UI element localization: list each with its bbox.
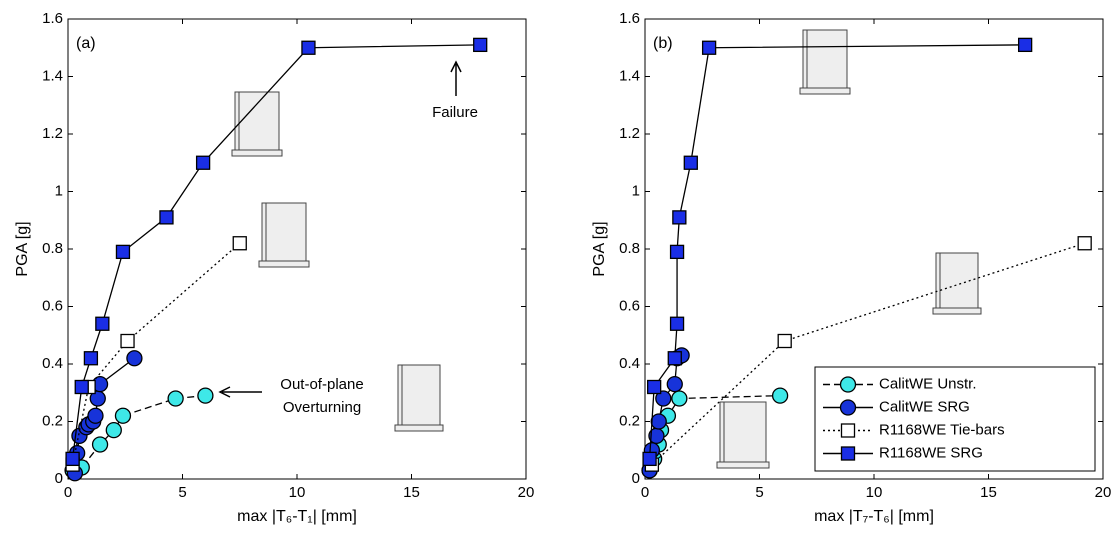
specimen-base bbox=[395, 425, 443, 431]
data-point bbox=[841, 377, 856, 392]
data-point bbox=[842, 424, 855, 437]
y-tick-label: 0.8 bbox=[42, 240, 63, 257]
data-point bbox=[684, 156, 697, 169]
data-point bbox=[93, 437, 108, 452]
x-tick-label: 5 bbox=[178, 484, 186, 501]
data-point bbox=[197, 156, 210, 169]
y-tick-label: 0.6 bbox=[42, 297, 63, 314]
data-point bbox=[302, 41, 315, 54]
y-tick-label: 1.4 bbox=[42, 67, 63, 84]
data-point bbox=[648, 381, 661, 394]
data-point bbox=[75, 381, 88, 394]
legend-label: CalitWE SRG bbox=[879, 398, 970, 415]
specimen-base bbox=[232, 150, 282, 156]
annotation: Failure bbox=[432, 104, 478, 121]
specimen-base bbox=[800, 88, 850, 94]
data-point bbox=[474, 38, 487, 51]
data-point bbox=[121, 335, 134, 348]
data-point bbox=[96, 317, 109, 330]
data-point bbox=[106, 423, 121, 438]
data-point bbox=[667, 377, 682, 392]
data-point bbox=[703, 41, 716, 54]
legend-label: R1168WE Tie-bars bbox=[879, 421, 1005, 438]
data-point bbox=[671, 317, 684, 330]
panel-label: (a) bbox=[76, 35, 96, 52]
y-axis-label: PGA [g] bbox=[14, 221, 31, 276]
annotation-arrow bbox=[451, 62, 461, 96]
data-point bbox=[1078, 237, 1091, 250]
data-point bbox=[233, 237, 246, 250]
data-point bbox=[1019, 38, 1032, 51]
annotation-arrow bbox=[220, 387, 262, 397]
data-point bbox=[198, 388, 213, 403]
y-tick-label: 1.6 bbox=[42, 10, 63, 27]
data-point bbox=[643, 452, 656, 465]
specimen-sketch bbox=[936, 253, 978, 308]
y-tick-label: 1 bbox=[632, 182, 640, 199]
data-point bbox=[773, 388, 788, 403]
specimen-sketch bbox=[398, 365, 440, 425]
figure: 0510152000.20.40.60.811.21.41.6max |T₆-T… bbox=[0, 0, 1117, 536]
y-tick-label: 0.4 bbox=[42, 355, 63, 372]
page: {"chart_data": [ {"type": "scatter", "pa… bbox=[0, 0, 1117, 536]
data-point bbox=[160, 211, 173, 224]
y-tick-label: 0.4 bbox=[619, 355, 640, 372]
data-point bbox=[66, 452, 79, 465]
x-tick-label: 5 bbox=[755, 484, 763, 501]
series-line bbox=[73, 396, 206, 471]
data-point bbox=[88, 408, 103, 423]
data-point bbox=[84, 352, 97, 365]
y-tick-label: 0 bbox=[55, 470, 63, 487]
y-tick-label: 0 bbox=[632, 470, 640, 487]
data-point bbox=[842, 447, 855, 460]
data-point bbox=[778, 335, 791, 348]
data-point bbox=[168, 391, 183, 406]
specimen-base bbox=[717, 462, 769, 468]
data-point bbox=[668, 352, 681, 365]
y-tick-label: 1.6 bbox=[619, 10, 640, 27]
data-point bbox=[651, 414, 666, 429]
data-point bbox=[127, 351, 142, 366]
y-tick-label: 0.8 bbox=[619, 240, 640, 257]
specimen-base bbox=[933, 308, 981, 314]
data-point bbox=[116, 245, 129, 258]
y-tick-label: 0.2 bbox=[619, 412, 640, 429]
data-point bbox=[673, 211, 686, 224]
data-point bbox=[671, 245, 684, 258]
x-tick-label: 0 bbox=[64, 484, 72, 501]
data-point bbox=[672, 391, 687, 406]
y-tick-label: 0.2 bbox=[42, 412, 63, 429]
specimen-sketch bbox=[720, 402, 766, 462]
legend-label: R1168WE SRG bbox=[879, 444, 983, 461]
specimen-base bbox=[259, 261, 309, 267]
y-tick-label: 1 bbox=[55, 182, 63, 199]
y-tick-label: 1.2 bbox=[619, 125, 640, 142]
x-tick-label: 10 bbox=[289, 484, 306, 501]
annotation: Out-of-plane bbox=[280, 376, 363, 393]
x-tick-label: 20 bbox=[1095, 484, 1112, 501]
y-tick-label: 1.2 bbox=[42, 125, 63, 142]
x-tick-label: 15 bbox=[980, 484, 997, 501]
data-point bbox=[841, 400, 856, 415]
y-axis-label: PGA [g] bbox=[591, 221, 608, 276]
legend-label: CalitWE Unstr. bbox=[879, 375, 977, 392]
x-tick-label: 10 bbox=[866, 484, 883, 501]
specimen-sketch bbox=[262, 203, 306, 261]
x-axis-label: max |T₇-T₆| [mm] bbox=[814, 508, 934, 525]
x-tick-label: 20 bbox=[518, 484, 535, 501]
x-tick-label: 0 bbox=[641, 484, 649, 501]
y-tick-label: 0.6 bbox=[619, 297, 640, 314]
x-tick-label: 15 bbox=[403, 484, 420, 501]
annotation: Overturning bbox=[283, 399, 361, 416]
specimen-sketch bbox=[803, 30, 847, 88]
data-point bbox=[115, 408, 130, 423]
panel-label: (b) bbox=[653, 35, 673, 52]
x-axis-label: max |T₆-T₁| [mm] bbox=[237, 508, 357, 525]
y-tick-label: 1.4 bbox=[619, 67, 640, 84]
